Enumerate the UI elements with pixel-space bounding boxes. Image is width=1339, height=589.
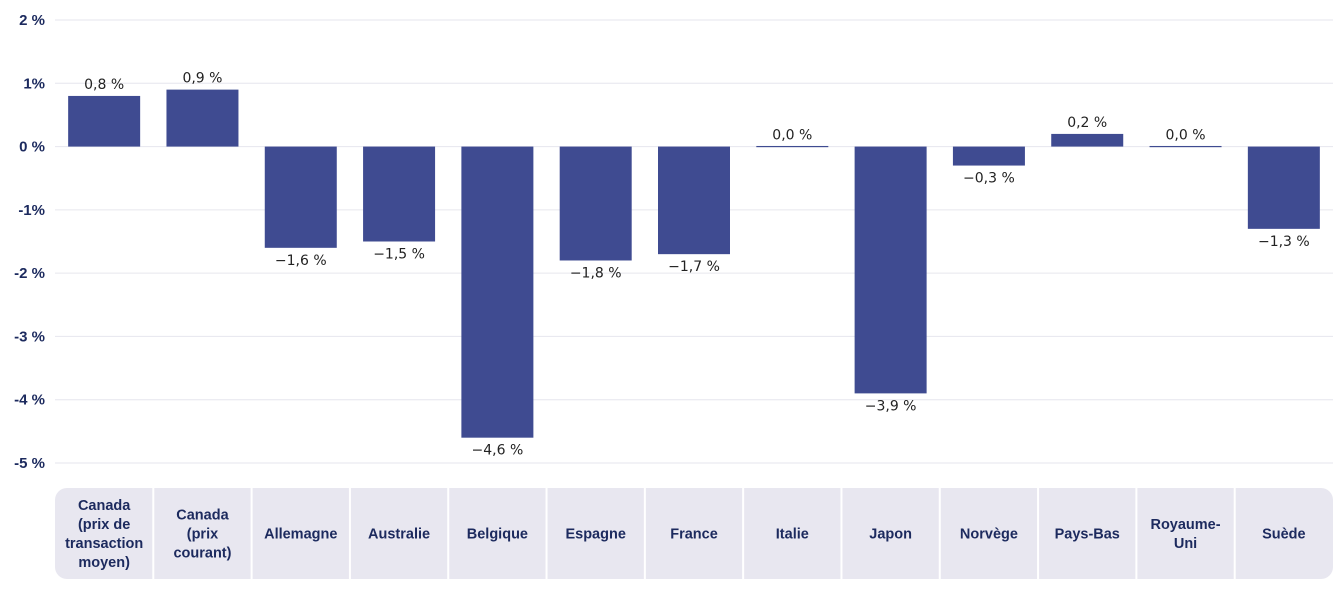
data-label: 0,0 % — [772, 128, 812, 144]
data-label: 0,8 % — [84, 77, 124, 93]
bar — [559, 146, 632, 261]
category-label: Espagne — [565, 527, 625, 543]
bar — [1149, 145, 1222, 148]
category-label: Suède — [1262, 527, 1306, 543]
y-tick-label: 1% — [23, 75, 45, 92]
bar — [68, 95, 141, 147]
y-tick-label: -3 % — [14, 328, 45, 345]
data-label: −1,7 % — [668, 259, 720, 275]
data-label: 0,2 % — [1067, 115, 1107, 131]
data-label: 0,0 % — [1166, 128, 1206, 144]
bar — [363, 146, 436, 242]
data-label: −1,8 % — [570, 265, 622, 281]
data-label: −1,6 % — [275, 253, 327, 269]
bar — [854, 146, 927, 394]
category-label: Belgique — [467, 527, 528, 543]
y-tick-label: -5 % — [14, 455, 45, 472]
category-label: Royaume-Uni — [1150, 517, 1220, 552]
data-label: −0,3 % — [963, 171, 1015, 187]
category-label: Canada (prix de transaction moyen) — [65, 498, 143, 571]
y-tick-label: -4 % — [14, 392, 45, 409]
data-labels: 0,8 % 0,9 % −1,6 % −1,5 % −4,6 % −1,8 % −1,7 %… — [84, 71, 1310, 459]
bars — [68, 89, 1320, 438]
category-label: Canada (prix courant) — [173, 508, 231, 562]
category-label: Australie — [368, 527, 430, 543]
bar — [461, 146, 534, 438]
bar — [1247, 146, 1320, 229]
y-tick-label: 2 % — [19, 12, 45, 29]
bar — [1051, 133, 1124, 147]
category-label: Pays-Bas — [1055, 527, 1120, 543]
category-band-background — [55, 488, 1333, 579]
category-label: Italie — [776, 527, 809, 543]
bar — [166, 89, 239, 147]
bar — [264, 146, 337, 248]
data-label: 0,9 % — [182, 71, 222, 87]
y-tick-label: -2 % — [14, 265, 45, 282]
y-tick-label: -1% — [18, 202, 45, 219]
bar — [952, 146, 1025, 166]
data-label: −3,9 % — [865, 398, 917, 414]
y-tick-label: 0 % — [19, 139, 45, 156]
category-label: Norvège — [960, 527, 1018, 543]
data-label: −1,5 % — [373, 247, 425, 263]
category-label: Allemagne — [264, 527, 337, 543]
y-axis: 2 % 1% 0 % -1% -2 % -3 % -4 % -5 % — [14, 12, 45, 472]
category-band: Canada (prix de transaction moyen) Canada (pr… — [55, 488, 1333, 579]
category-label: France — [670, 527, 718, 543]
category-label: Japon — [869, 527, 912, 543]
bar — [658, 146, 730, 255]
data-label: −4,6 % — [472, 443, 524, 459]
bar — [756, 145, 829, 148]
data-label: −1,3 % — [1258, 234, 1310, 250]
